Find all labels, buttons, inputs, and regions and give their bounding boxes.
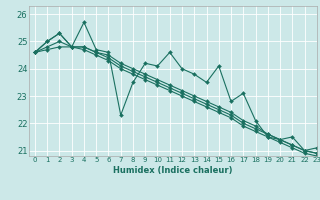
X-axis label: Humidex (Indice chaleur): Humidex (Indice chaleur) — [113, 166, 233, 175]
